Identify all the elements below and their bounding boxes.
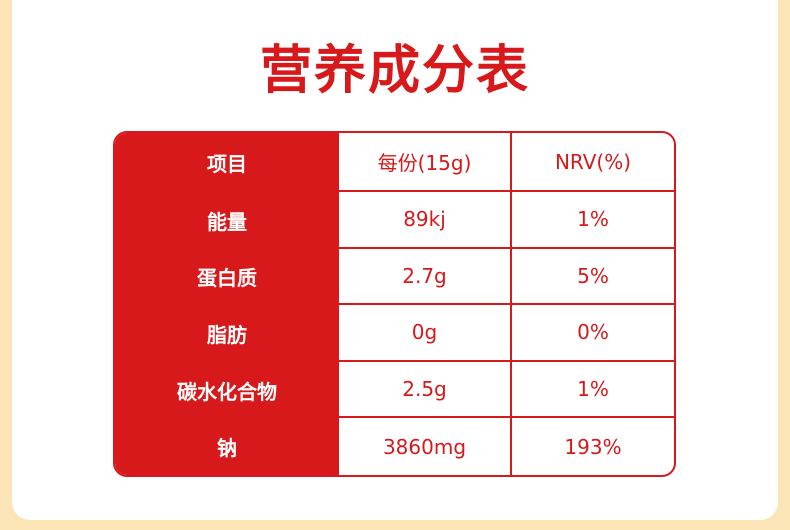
table-cell: 2.7g bbox=[339, 248, 512, 306]
nutrition-table: 项目 每份(15g) NRV(%) 能量 89kj 1% 蛋白质 2.7g 5% 脂肪 0g 0% 碳水… bbox=[113, 131, 676, 477]
header-cell: 每份(15g) bbox=[339, 133, 512, 192]
table-cell: 1% bbox=[512, 192, 674, 249]
header-cell: 项目 bbox=[115, 133, 339, 192]
table-cell: 0% bbox=[512, 305, 674, 362]
table-cell: 0g bbox=[339, 305, 512, 362]
table-cell: 蛋白质 bbox=[115, 248, 339, 306]
table-cell: 脂肪 bbox=[115, 305, 339, 362]
table-cell: 2.5g bbox=[339, 361, 512, 419]
table-cell: 193% bbox=[564, 434, 622, 459]
table-cell: 钠 bbox=[115, 418, 339, 475]
title: 营养成分表 bbox=[259, 41, 530, 101]
table-cell: 5% bbox=[512, 249, 674, 306]
table-cell: 能量 bbox=[115, 192, 339, 249]
table-cell: 3860mg bbox=[339, 418, 512, 475]
header-cell: NRV(%) bbox=[512, 133, 674, 192]
table-cell: 1% bbox=[512, 362, 674, 419]
table-cell: 碳水化合物 bbox=[115, 361, 339, 419]
table-cell: 89kj bbox=[339, 192, 512, 249]
